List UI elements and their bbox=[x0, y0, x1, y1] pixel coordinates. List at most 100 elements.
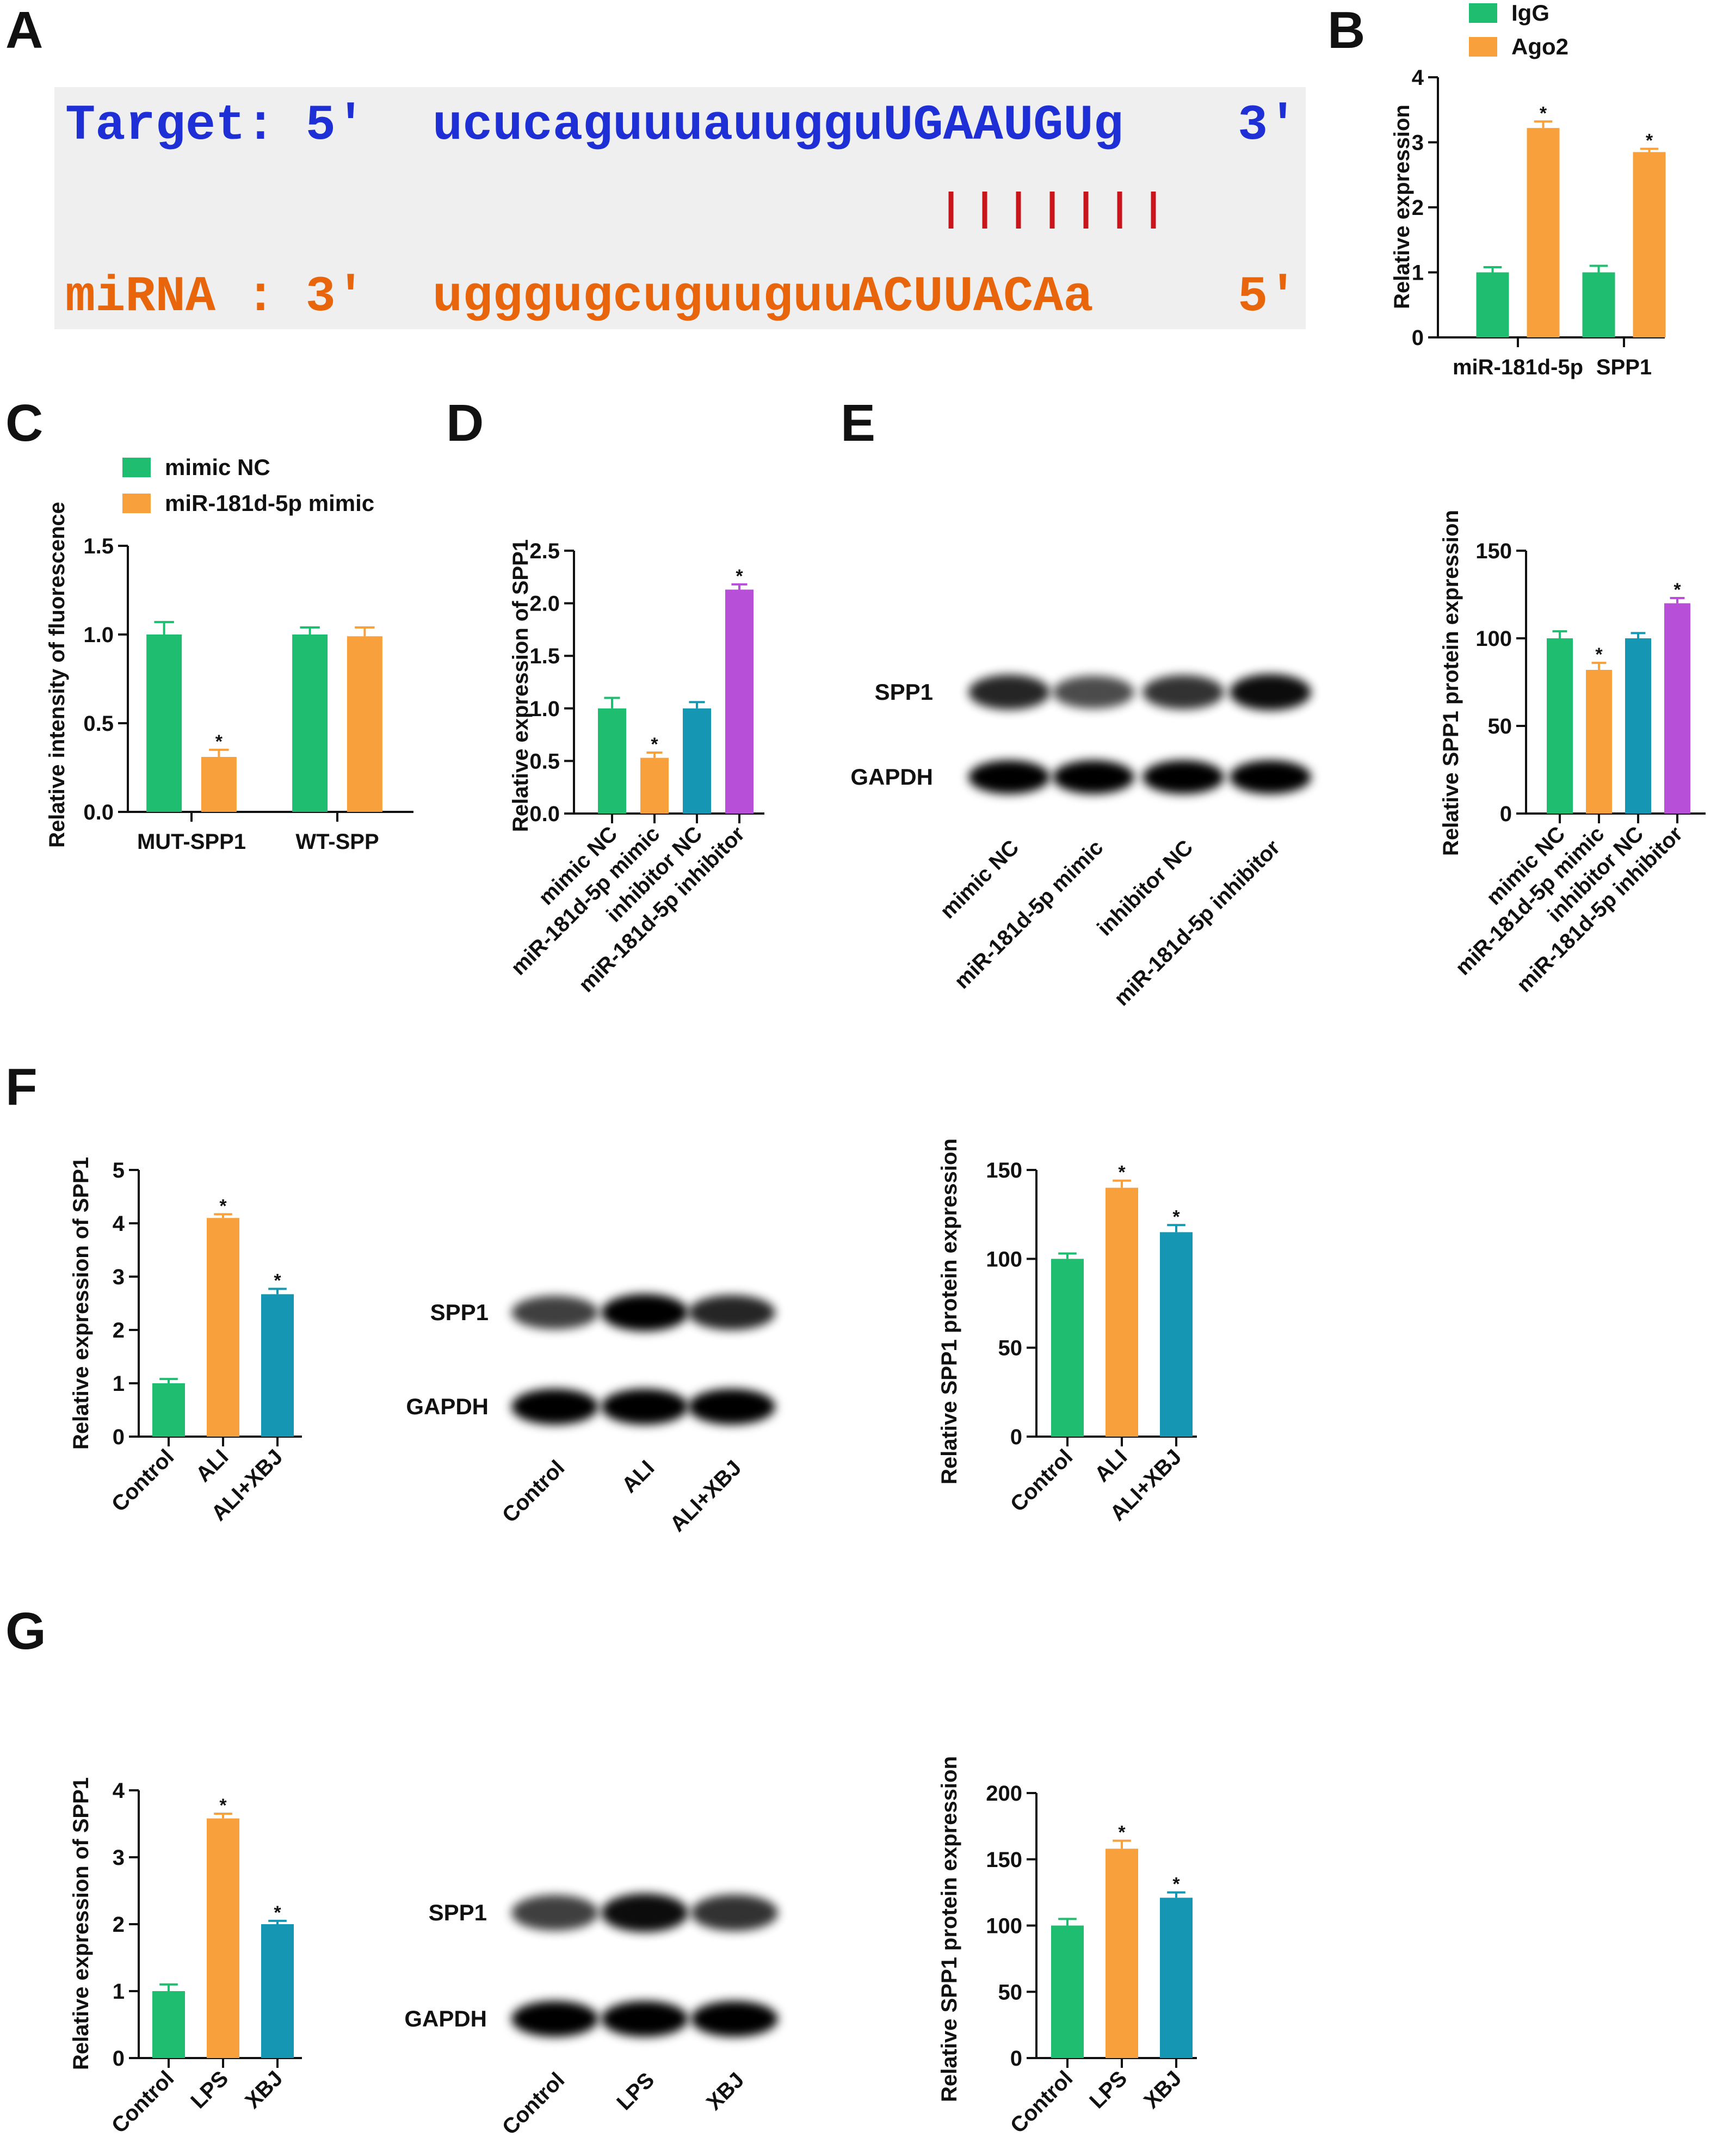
y-tick-label: 50 bbox=[998, 1980, 1023, 2004]
significance-star: * bbox=[274, 1271, 281, 1291]
legend-swatch bbox=[1469, 37, 1497, 57]
bar bbox=[1106, 1187, 1138, 1437]
y-tick-label: 100 bbox=[1475, 627, 1512, 651]
y-tick-label: 150 bbox=[986, 1159, 1022, 1182]
y-axis-title: Relative expression of SPP1 bbox=[69, 1777, 93, 2070]
y-tick-label: 0.0 bbox=[529, 802, 560, 826]
blot-row-label: SPP1 bbox=[875, 679, 933, 705]
legend-swatch bbox=[122, 494, 151, 513]
panel-label-a: A bbox=[5, 1, 43, 59]
y-axis-title: Relative SPP1 protein expression bbox=[1439, 510, 1463, 856]
blot-band bbox=[688, 1295, 775, 1330]
blot-row-label: GAPDH bbox=[404, 2006, 487, 2031]
bar bbox=[261, 1294, 294, 1437]
significance-star: * bbox=[1118, 1162, 1126, 1183]
bar bbox=[1476, 272, 1509, 337]
legend-label: Ago2 bbox=[1511, 34, 1568, 59]
blot-lane-label: ALI+XBJ bbox=[665, 1456, 746, 1536]
y-tick-label: 3 bbox=[113, 1846, 125, 1870]
x-tick-label: SPP1 bbox=[1596, 355, 1652, 379]
blot-row-label: SPP1 bbox=[430, 1299, 489, 1325]
mirna-label: miRNA : 3' bbox=[65, 268, 366, 325]
y-tick-label: 1.5 bbox=[529, 644, 560, 668]
significance-star: * bbox=[274, 1902, 281, 1923]
significance-star: * bbox=[215, 731, 223, 752]
blot-row-label: GAPDH bbox=[850, 764, 933, 790]
bar bbox=[1160, 1898, 1193, 2058]
x-tick-label: ALI bbox=[192, 1445, 233, 1487]
chart-f-mrna: 0 1 2 3 4 5 Relative expression of SPP1 Control… bbox=[69, 1157, 302, 1525]
y-tick-label: 0.5 bbox=[83, 712, 114, 736]
y-axis-title: Relative expression of SPP1 bbox=[69, 1157, 93, 1450]
target-end: 3' bbox=[1238, 97, 1298, 154]
bar bbox=[292, 635, 328, 812]
chart-e: 0 50 100 150 Relative SPP1 protein expressio… bbox=[1439, 510, 1706, 997]
legend-label: IgG bbox=[1511, 0, 1549, 26]
significance-star: * bbox=[1646, 130, 1653, 151]
y-tick-label: 0 bbox=[1010, 1425, 1022, 1449]
significance-star: * bbox=[1540, 103, 1547, 124]
chart-c: 0.0 0.5 1.0 1.5 Relative intensity of fluore… bbox=[45, 454, 413, 854]
x-tick-label: Control bbox=[107, 2066, 179, 2138]
bar bbox=[1547, 638, 1573, 814]
bar bbox=[1586, 669, 1612, 814]
y-tick-label: 100 bbox=[986, 1914, 1022, 1938]
y-tick-label: 1.5 bbox=[83, 534, 114, 558]
y-tick-label: 3 bbox=[1412, 131, 1424, 155]
blot-band bbox=[601, 2001, 688, 2037]
x-tick-label: ALI bbox=[1090, 1445, 1132, 1487]
x-tick-label: XBJ bbox=[240, 2066, 287, 2113]
x-tick-label: LPS bbox=[1085, 2066, 1132, 2113]
bar bbox=[146, 635, 182, 812]
blot-band bbox=[691, 1894, 778, 1931]
bar bbox=[207, 1818, 239, 2058]
chart-g-mrna: 0 1 2 3 4 Relative expression of SPP1 Control *… bbox=[69, 1777, 302, 2138]
blot-lane-label: Control bbox=[498, 1456, 570, 1527]
significance-star: * bbox=[1172, 1874, 1180, 1895]
y-tick-label: 0 bbox=[113, 1425, 125, 1449]
blot-band bbox=[601, 1893, 688, 1932]
legend-swatch bbox=[1469, 3, 1497, 23]
bar bbox=[1051, 1925, 1084, 2058]
target-sequence: ucucaguuuauugguUGAAUGUg bbox=[433, 97, 1123, 154]
bar bbox=[598, 708, 626, 814]
bar bbox=[725, 589, 754, 814]
x-tick-label: MUT-SPP1 bbox=[137, 830, 246, 854]
blot-band bbox=[511, 2001, 598, 2037]
significance-star: * bbox=[1118, 1822, 1126, 1843]
y-tick-label: 50 bbox=[998, 1336, 1023, 1360]
chart-g-protein: 0 50 100 150 200 Relative SPP1 protein expres… bbox=[937, 1756, 1197, 2138]
y-tick-label: 2 bbox=[1412, 196, 1424, 220]
alignment-box bbox=[54, 87, 1306, 329]
blot-band bbox=[511, 1389, 598, 1425]
y-tick-label: 2.5 bbox=[529, 539, 560, 563]
legend-label: mimic NC bbox=[165, 454, 270, 480]
bar bbox=[1160, 1232, 1193, 1437]
x-tick-label: WT-SPP bbox=[295, 830, 379, 854]
significance-star: * bbox=[651, 734, 658, 755]
y-tick-label: 0 bbox=[1010, 2047, 1022, 2071]
chart-b: 0 1 2 3 4 Relative expression * miR-181d-5p * SPP… bbox=[1390, 0, 1666, 379]
x-tick-label: LPS bbox=[186, 2066, 233, 2113]
legend-label: miR-181d-5p mimic bbox=[165, 490, 374, 516]
y-tick-label: 200 bbox=[986, 1782, 1022, 1806]
panel-label-f: F bbox=[5, 1058, 38, 1116]
y-tick-label: 2 bbox=[113, 1913, 125, 1937]
y-tick-label: 0 bbox=[1500, 802, 1512, 826]
y-tick-label: 5 bbox=[113, 1159, 125, 1182]
mirna-end: 5' bbox=[1238, 268, 1298, 325]
y-tick-label: 1 bbox=[113, 1980, 125, 2004]
blot-band bbox=[688, 1389, 775, 1425]
target-label: Target: 5' bbox=[65, 97, 366, 154]
western-blot-g: SPP1 GAPDH Control LPS XBJ bbox=[404, 1893, 778, 2140]
bar bbox=[201, 756, 237, 812]
y-tick-label: 1 bbox=[1412, 261, 1424, 285]
y-tick-label: 0 bbox=[113, 2047, 125, 2071]
bar bbox=[1664, 603, 1690, 814]
y-axis-title: Relative intensity of fluorescence bbox=[45, 502, 69, 848]
y-axis-title: Relative expression bbox=[1390, 104, 1414, 309]
y-tick-label: 4 bbox=[113, 1779, 125, 1803]
blot-band bbox=[1053, 675, 1134, 709]
